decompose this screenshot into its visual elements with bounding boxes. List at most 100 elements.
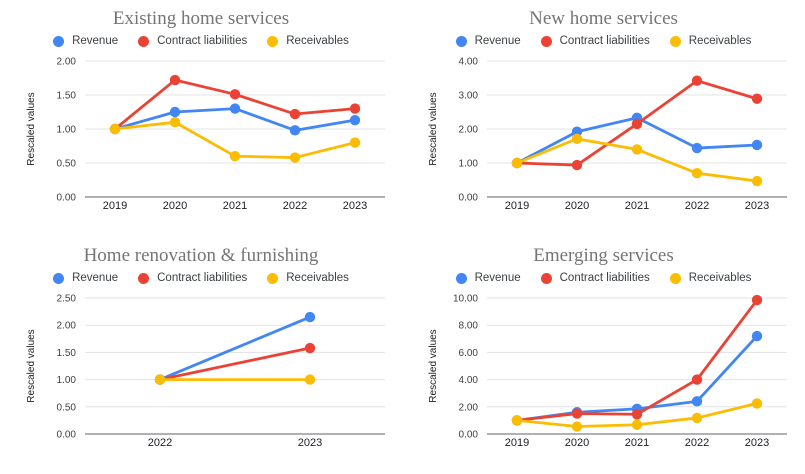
data-point: [571, 421, 583, 432]
data-point: [691, 374, 703, 385]
legend-marker-icon: [540, 272, 552, 284]
data-point: [691, 168, 703, 179]
line-chart: 0.00 1.00 2.00 3.00 4.00 Rescaled values 2019 2…: [428, 57, 787, 212]
x-tick-label: 2022: [685, 200, 709, 212]
chart-home-renovation-furnishing: Home renovation & furnishing Revenue Con…: [0, 237, 402, 474]
legend-item-receivables: Receivables: [669, 272, 751, 284]
data-point: [304, 342, 316, 354]
chart-title: Existing home services: [112, 8, 290, 29]
data-point: [289, 108, 301, 120]
x-tick-label: 2019: [505, 437, 529, 449]
data-point: [289, 125, 301, 136]
y-axis-title: Rescaled values: [26, 92, 37, 165]
data-point: [349, 103, 361, 114]
data-point: [571, 408, 583, 419]
y-axis-title: Rescaled values: [26, 329, 37, 402]
x-tick-label: 2023: [343, 200, 367, 212]
x-tick-label: 2020: [565, 200, 589, 212]
chart-legend: Revenue Contract liabilities Receivables: [0, 268, 402, 288]
chart-legend: Revenue Contract liabilities Receivables: [402, 31, 805, 51]
x-tick-label: 2020: [565, 437, 589, 449]
data-point: [349, 114, 361, 126]
x-tick-label: 2020: [163, 200, 187, 212]
data-point: [751, 294, 763, 306]
line-chart: 0.00 0.50 1.00 1.50 2.00 Rescaled values 2019 2…: [26, 57, 385, 212]
legend-item-contract-liabilities: Contract liabilities: [138, 35, 247, 47]
data-point: [511, 157, 523, 169]
series-line: [158, 315, 312, 381]
y-tick-label: 2.50: [57, 294, 77, 305]
legend-item-receivables: Receivables: [267, 272, 349, 284]
y-tick-label: 10.00: [453, 294, 478, 305]
data-point: [154, 374, 166, 385]
legend-label: Receivables: [286, 35, 349, 47]
chart-existing-home-services: Existing home services Revenue Contract …: [0, 0, 402, 237]
data-point: [229, 103, 241, 114]
data-point: [751, 175, 763, 187]
y-tick-label: 2.00: [459, 402, 479, 413]
y-tick-label: 3.00: [459, 91, 479, 102]
x-tick-label: 2023: [745, 200, 769, 212]
y-tick-label: 6.00: [459, 348, 479, 359]
data-point: [304, 374, 316, 385]
legend-marker-icon: [540, 35, 552, 47]
x-tick-label: 2021: [625, 200, 649, 212]
y-tick-label: 1.00: [57, 375, 77, 386]
data-point: [751, 398, 763, 409]
data-point: [229, 151, 241, 162]
data-point: [631, 419, 643, 430]
legend-item-contract-liabilities: Contract liabilities: [540, 272, 650, 284]
data-point: [691, 142, 703, 154]
x-tick-label: 2023: [298, 437, 322, 449]
y-tick-label: 1.50: [57, 91, 77, 102]
chart-emerging-services: Emerging services Revenue Contract liabi…: [402, 237, 805, 474]
x-tick-label: 2023: [745, 437, 769, 449]
data-point: [631, 409, 643, 420]
legend-label: Revenue: [474, 272, 521, 284]
y-tick-label: 4.00: [459, 57, 479, 68]
legend-marker-icon: [267, 35, 279, 47]
legend-item-revenue: Revenue: [455, 35, 521, 47]
y-tick-label: 8.00: [459, 321, 479, 332]
data-point: [289, 152, 301, 163]
legend-marker-icon: [267, 272, 279, 284]
chart-legend: Revenue Contract liabilities Receivables: [402, 268, 805, 288]
x-tick-label: 2022: [148, 437, 172, 449]
chart-title: Home renovation & furnishing: [83, 245, 319, 266]
legend-item-contract-liabilities: Contract liabilities: [540, 35, 650, 47]
data-point: [691, 396, 703, 407]
x-tick-label: 2019: [103, 200, 127, 212]
data-point: [571, 126, 583, 137]
legend-marker-icon: [669, 35, 681, 47]
legend-item-revenue: Revenue: [53, 272, 118, 284]
legend-label: Receivables: [286, 272, 349, 284]
data-point: [109, 123, 121, 135]
y-tick-label: 1.50: [57, 348, 77, 359]
y-tick-label: 2.00: [459, 125, 479, 136]
data-point: [229, 89, 241, 100]
data-point: [691, 75, 703, 86]
data-point: [751, 93, 763, 104]
legend-marker-icon: [138, 272, 150, 284]
legend-marker-icon: [138, 35, 150, 47]
legend-item-contract-liabilities: Contract liabilities: [138, 272, 247, 284]
legend-label: Contract liabilities: [157, 272, 248, 284]
y-tick-label: 0.00: [459, 430, 479, 441]
legend-label: Revenue: [72, 35, 119, 47]
legend-label: Contract liabilities: [559, 272, 650, 284]
legend-item-receivables: Receivables: [267, 35, 349, 47]
y-tick-label: 0.50: [57, 159, 77, 170]
data-point: [169, 74, 181, 86]
legend-label: Receivables: [688, 35, 752, 47]
data-point: [691, 412, 703, 424]
y-tick-label: 2.00: [57, 321, 77, 332]
data-point: [571, 159, 583, 171]
data-point: [304, 311, 316, 323]
data-point: [751, 139, 763, 151]
y-tick-label: 1.00: [57, 125, 77, 136]
y-axis-title: Rescaled values: [428, 92, 439, 165]
legend-item-revenue: Revenue: [455, 272, 521, 284]
data-point: [631, 144, 643, 155]
legend-item-revenue: Revenue: [53, 35, 118, 47]
